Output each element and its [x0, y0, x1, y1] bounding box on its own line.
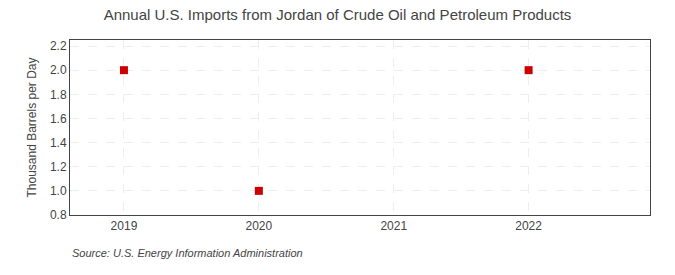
- svg-text:2022: 2022: [515, 219, 542, 233]
- svg-text:Source: U.S. Energy Informatio: Source: U.S. Energy Information Administ…: [72, 247, 303, 259]
- svg-text:2.0: 2.0: [50, 63, 67, 77]
- svg-text:2021: 2021: [380, 219, 407, 233]
- svg-text:0.8: 0.8: [50, 208, 67, 222]
- svg-text:Annual U.S. Imports from Jorda: Annual U.S. Imports from Jordan of Crude…: [104, 6, 572, 23]
- svg-text:1.8: 1.8: [50, 88, 67, 102]
- svg-text:2019: 2019: [111, 219, 138, 233]
- svg-text:1.6: 1.6: [50, 112, 67, 126]
- svg-text:1.2: 1.2: [50, 160, 67, 174]
- svg-text:Thousand Barrels per Day: Thousand Barrels per Day: [25, 57, 39, 197]
- svg-text:1.4: 1.4: [50, 136, 67, 150]
- svg-text:2.2: 2.2: [50, 39, 67, 53]
- svg-text:1.0: 1.0: [50, 184, 67, 198]
- svg-text:2020: 2020: [245, 219, 272, 233]
